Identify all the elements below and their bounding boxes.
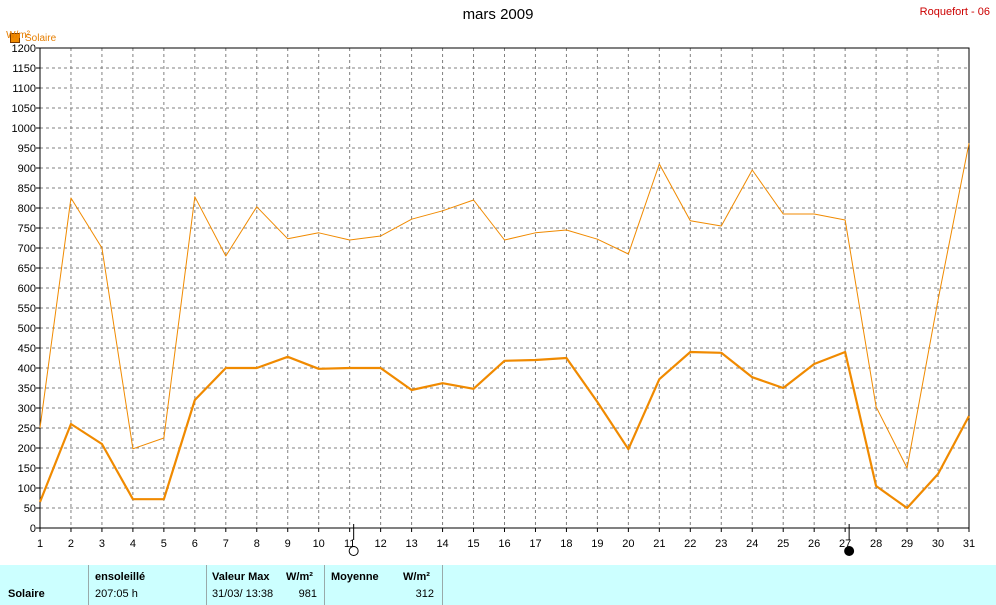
max-cell: Valeur Max W/m² 31/03/ 13:38 981 — [206, 565, 325, 605]
x-tick-label: 31 — [963, 538, 975, 550]
legend-swatch — [10, 33, 20, 43]
x-tick-label: 5 — [161, 538, 167, 550]
y-tick-label: 550 — [18, 303, 36, 315]
plot-frame — [39, 47, 970, 529]
y-tick-label: 50 — [24, 503, 36, 515]
solar-chart: W/m² 0 50 100 150 200 250 300 350 400 450 500 550 600… — [6, 30, 975, 556]
y-tick-label: 650 — [18, 263, 36, 275]
sunshine-cell: ensoleillé 207:05 h — [88, 565, 207, 605]
max-label: Valeur Max — [212, 571, 270, 583]
y-axis-unit: W/m² — [6, 30, 31, 41]
marker-open-circle — [348, 546, 359, 556]
y-tick-label: 1000 — [12, 123, 36, 135]
y-tick-label: 600 — [18, 283, 36, 295]
x-tick-label: 9 — [285, 538, 291, 550]
y-tick-label: 1100 — [12, 83, 36, 95]
y-tick-label: 300 — [18, 403, 36, 415]
x-tick-label: 18 — [560, 538, 572, 550]
x-tick-label: 20 — [622, 538, 634, 550]
series-line-solaire — [38, 350, 970, 510]
y-tick-label: 800 — [18, 203, 36, 215]
x-tick-label: 4 — [130, 538, 136, 550]
x-tick-label: 30 — [932, 538, 944, 550]
sunshine-value: 207:05 h — [95, 588, 138, 600]
average-label: Moyenne — [331, 571, 379, 583]
y-tick-label: 1200 — [12, 43, 36, 55]
series-line-max — [39, 143, 970, 469]
x-tick-label: 7 — [223, 538, 229, 550]
x-tick-label: 17 — [529, 538, 541, 550]
x-tick-label: 12 — [375, 538, 387, 550]
y-tick-label: 1150 — [12, 63, 36, 75]
x-tick-label: 16 — [498, 538, 510, 550]
max-date: 31/03/ 13:38 — [212, 588, 274, 600]
x-tick-label: 2 — [68, 538, 74, 550]
x-tick-label: 28 — [870, 538, 882, 550]
y-tick-label: 200 — [18, 443, 36, 455]
x-tick-label: 13 — [405, 538, 417, 550]
x-tick-label: 8 — [254, 538, 260, 550]
average-unit: W/m² — [403, 571, 430, 583]
y-tick-label: 350 — [18, 383, 36, 395]
summary-footer: Solaire ensoleillé 207:05 h Valeur Max W… — [0, 565, 996, 605]
x-tick-label: 24 — [746, 538, 758, 550]
x-tick-label: 14 — [436, 538, 448, 550]
x-tick-label: 11 — [344, 538, 355, 550]
average-cell: Moyenne W/m² 312 — [324, 565, 443, 605]
x-tick-label: 26 — [808, 538, 820, 550]
x-tick-label: 29 — [901, 538, 913, 550]
x-tick-label: 19 — [591, 538, 603, 550]
chart-title: mars 2009 — [462, 6, 534, 23]
sunshine-label: ensoleillé — [95, 571, 146, 583]
legend-label: Solaire — [25, 32, 57, 44]
y-tick-label: 950 — [18, 143, 36, 155]
x-tick-label: 15 — [467, 538, 479, 550]
legend: Solaire — [10, 32, 56, 44]
y-tick-label: 100 — [18, 483, 36, 495]
y-tick-label: 900 — [18, 163, 36, 175]
y-tick-label: 1050 — [12, 103, 36, 115]
summary-row-label: Solaire — [8, 588, 45, 600]
y-tick-label: 400 — [18, 363, 36, 375]
y-tick-label: 150 — [18, 463, 36, 475]
x-tick-label: 22 — [684, 538, 696, 550]
x-tick-label: 6 — [192, 538, 198, 550]
marker-filled-circle — [844, 546, 855, 556]
x-tick-label: 23 — [715, 538, 727, 550]
y-tick-label: 850 — [18, 183, 36, 195]
x-tick-label: 25 — [777, 538, 789, 550]
x-tick-label: 21 — [653, 538, 665, 550]
x-tick-label: 1 — [37, 538, 43, 550]
y-tick-label: 700 — [18, 243, 36, 255]
y-tick-label: 450 — [18, 343, 36, 355]
max-value: 981 — [298, 588, 317, 600]
y-tick-label: 250 — [18, 423, 36, 435]
average-value: 312 — [415, 588, 434, 600]
y-tick-label: 750 — [18, 223, 36, 235]
station-name: Roquefort - 06 — [919, 6, 990, 18]
x-tick-label: 10 — [313, 538, 325, 550]
max-unit: W/m² — [286, 571, 313, 583]
x-tick-label: 3 — [99, 538, 105, 550]
y-tick-label: 0 — [30, 523, 36, 535]
y-tick-label: 500 — [18, 323, 36, 335]
